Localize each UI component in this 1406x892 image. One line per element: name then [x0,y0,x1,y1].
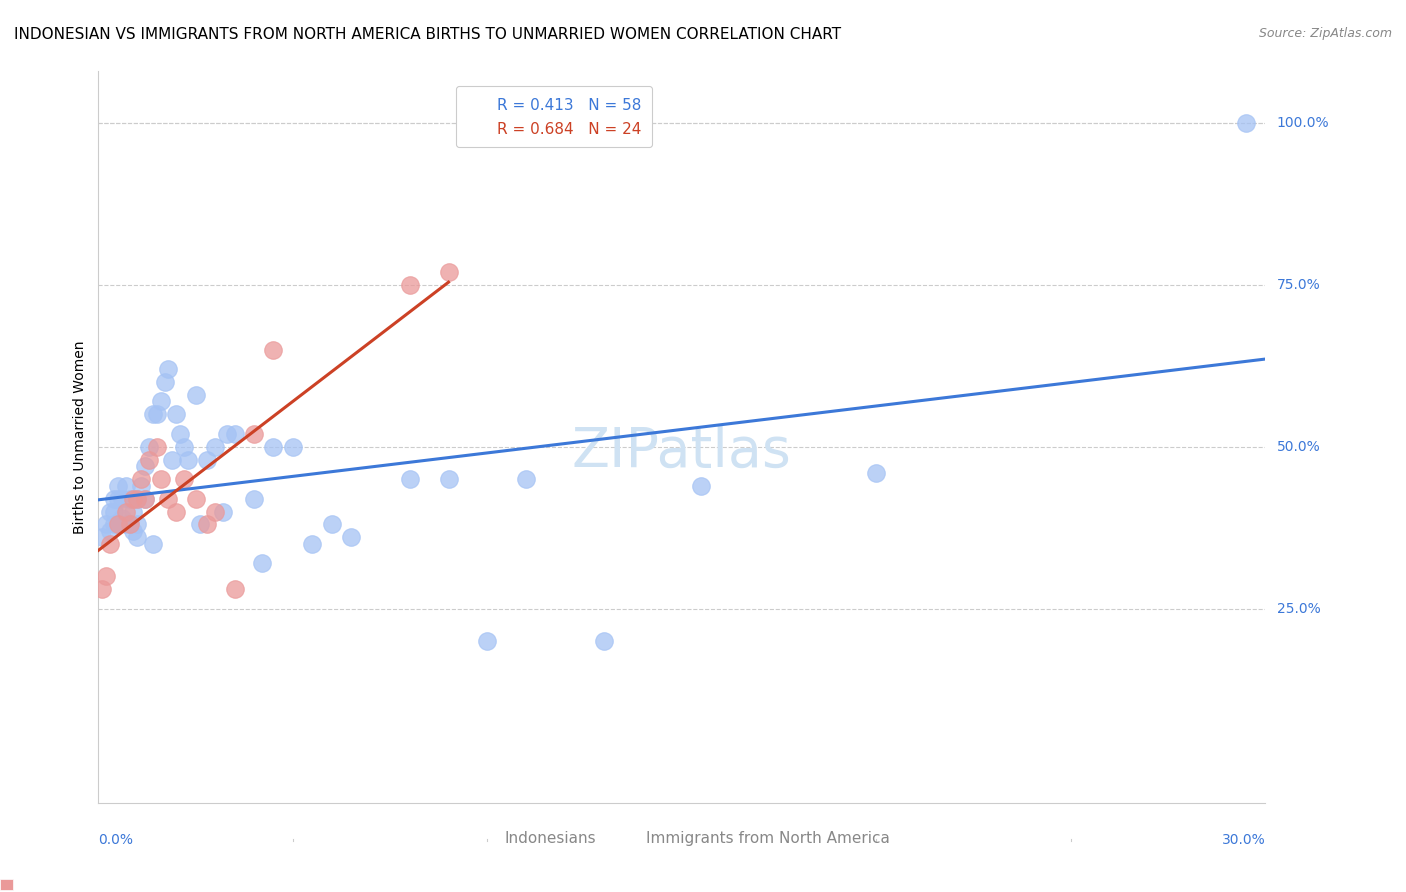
Point [103,491,125,506]
Point [262,440,284,454]
Point [188,517,211,532]
Point [157,362,180,376]
Point [437,472,460,486]
Point [195,452,218,467]
Point [243,426,266,441]
Point [114,478,136,492]
Point [204,440,226,454]
Text: 75.0%: 75.0% [1277,278,1320,292]
Text: 30.0%: 30.0% [1222,833,1265,847]
Point [146,440,169,454]
Point [138,452,160,467]
Point [184,491,207,506]
Point [111,511,134,525]
Point [134,491,156,506]
Point [91,582,114,597]
Text: 25.0%: 25.0% [1277,601,1320,615]
Point [224,426,246,441]
Point [212,504,235,518]
Point [243,491,266,506]
Text: ZIPatlas: ZIPatlas [572,425,792,479]
Point [215,426,238,441]
Point [515,472,537,486]
Point [127,517,149,532]
Point [149,472,172,486]
Point [690,478,713,492]
Point [98,537,121,551]
Point [122,504,145,518]
Point [134,459,156,474]
Point [107,517,129,532]
Point [157,491,180,506]
Point [98,524,121,538]
Point [173,472,195,486]
Point [142,537,165,551]
Point [91,530,114,544]
Point [96,569,118,583]
Point [107,491,129,506]
Point [340,530,363,544]
Point [398,472,420,486]
Point [118,491,141,506]
Point [865,466,887,480]
Point [153,375,176,389]
Point [107,517,129,532]
Point [142,408,165,422]
Point [262,343,284,357]
Point [129,478,152,492]
Point [593,634,616,648]
Point [127,491,149,506]
Text: 50.0%: 50.0% [1277,440,1320,454]
Point [138,440,160,454]
Point [321,517,343,532]
Point [122,524,145,538]
Point [127,530,149,544]
Point [250,557,273,571]
Legend: Indonesians, Immigrants from North America: Indonesians, Immigrants from North Ameri… [467,822,897,854]
Point [165,504,187,518]
Point [177,452,200,467]
Point [1234,116,1257,130]
Point [127,491,149,506]
Point [184,388,207,402]
Point [134,491,156,506]
Point [165,408,187,422]
Point [111,491,134,506]
Point [103,517,125,532]
Point [162,452,184,467]
Point [301,537,323,551]
Point [169,426,191,441]
Point [114,517,136,532]
Point [98,504,121,518]
Point [437,265,460,279]
Point [149,394,172,409]
Point [477,634,499,648]
Point [118,517,141,532]
Point [224,582,246,597]
Point [122,491,145,506]
Point [129,472,152,486]
Point [281,440,304,454]
Y-axis label: Births to Unmarried Women: Births to Unmarried Women [73,341,87,533]
Text: 0.0%: 0.0% [98,833,134,847]
Point [398,277,420,292]
Text: INDONESIAN VS IMMIGRANTS FROM NORTH AMERICA BIRTHS TO UNMARRIED WOMEN CORRELATIO: INDONESIAN VS IMMIGRANTS FROM NORTH AMER… [14,27,841,42]
Point [96,517,118,532]
Point [114,504,136,518]
Point [107,478,129,492]
Text: 100.0%: 100.0% [1277,116,1329,130]
Point [118,517,141,532]
Point [204,504,226,518]
Text: Source: ZipAtlas.com: Source: ZipAtlas.com [1258,27,1392,40]
Point [146,408,169,422]
Point [195,517,218,532]
Point [173,440,195,454]
Point [103,504,125,518]
